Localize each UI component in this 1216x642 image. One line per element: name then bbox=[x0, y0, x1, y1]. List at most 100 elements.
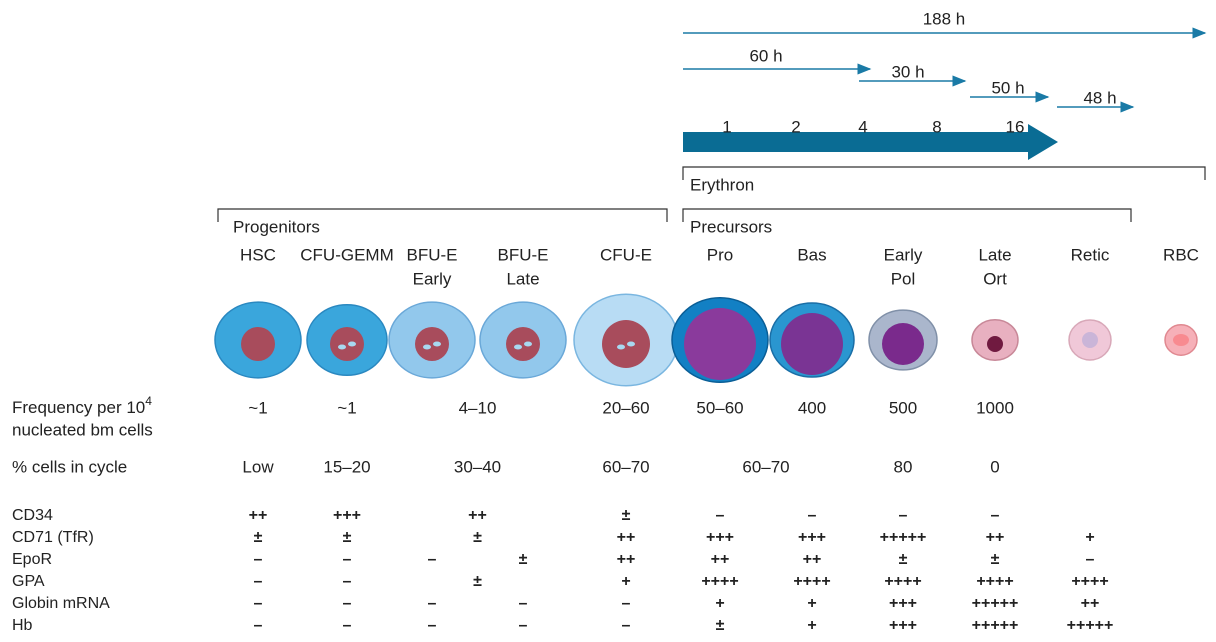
stage-name: CFU-GEMM bbox=[300, 245, 393, 264]
marker-label: CD71 (TfR) bbox=[12, 529, 94, 546]
marker-value: + bbox=[807, 595, 816, 612]
marker-value: ++ bbox=[1081, 595, 1100, 612]
cycle-value: Low bbox=[242, 457, 274, 476]
frequency-value: 500 bbox=[889, 398, 917, 417]
cycle-value: 80 bbox=[894, 457, 913, 476]
marker-value: ± bbox=[716, 617, 725, 634]
marker-value: – bbox=[428, 595, 437, 612]
marker-value: ± bbox=[622, 507, 631, 524]
row-label: % cells in cycle bbox=[12, 457, 127, 476]
marker-value: ± bbox=[519, 551, 528, 568]
stage-name: HSC bbox=[240, 245, 276, 264]
cycle-value: 60–70 bbox=[602, 457, 649, 476]
nucleolus bbox=[514, 345, 522, 350]
stage-name: Late bbox=[978, 245, 1011, 264]
stage-name: Ort bbox=[983, 269, 1007, 288]
marker-value: ++ bbox=[803, 551, 822, 568]
nucleolus bbox=[433, 342, 441, 347]
frequency-value: 400 bbox=[798, 398, 826, 417]
marker-value: + bbox=[715, 595, 724, 612]
marker-value: +++++ bbox=[972, 617, 1019, 634]
marker-value: ++++ bbox=[976, 573, 1013, 590]
marker-value: – bbox=[254, 551, 263, 568]
marker-value: +++ bbox=[333, 507, 361, 524]
time-label: 50 h bbox=[991, 78, 1024, 97]
marker-value: ± bbox=[343, 529, 352, 546]
division-label: 16 bbox=[1006, 117, 1025, 136]
marker-value: – bbox=[254, 617, 263, 634]
marker-value: – bbox=[428, 551, 437, 568]
row-label: Frequency per 104 bbox=[12, 394, 152, 417]
stage-name: Late bbox=[506, 269, 539, 288]
marker-value: – bbox=[716, 507, 725, 524]
division-label: 1 bbox=[722, 117, 731, 136]
marker-value: ± bbox=[254, 529, 263, 546]
cycle-value: 15–20 bbox=[323, 457, 370, 476]
stage-name: CFU-E bbox=[600, 245, 652, 264]
nucleolus bbox=[338, 345, 346, 350]
marker-value: – bbox=[254, 595, 263, 612]
stage-name: BFU-E bbox=[407, 245, 458, 264]
marker-value: +++++ bbox=[1067, 617, 1114, 634]
marker-value: ++ bbox=[617, 529, 636, 546]
marker-value: ++++ bbox=[884, 573, 921, 590]
marker-value: – bbox=[343, 595, 352, 612]
marker-value: – bbox=[622, 595, 631, 612]
frequency-value: ~1 bbox=[248, 398, 267, 417]
nucleolus bbox=[617, 345, 625, 350]
marker-value: – bbox=[519, 595, 528, 612]
marker-value: ++++ bbox=[793, 573, 830, 590]
marker-label: Globin mRNA bbox=[12, 595, 110, 612]
nucleus bbox=[882, 323, 924, 365]
nucleus bbox=[506, 327, 540, 361]
time-label: 60 h bbox=[749, 46, 782, 65]
stage-name: Pro bbox=[707, 245, 733, 264]
time-label: 30 h bbox=[891, 62, 924, 81]
marker-label: GPA bbox=[12, 573, 45, 590]
frequency-value: 20–60 bbox=[602, 398, 649, 417]
marker-value: ++++ bbox=[1071, 573, 1108, 590]
diagram: Erythron Progenitors Precursors Frequenc… bbox=[0, 0, 1216, 642]
pallor bbox=[1173, 334, 1189, 346]
nucleus bbox=[602, 320, 650, 368]
marker-label: EpoR bbox=[12, 551, 52, 568]
nucleus bbox=[781, 313, 843, 375]
marker-value: +++++ bbox=[972, 595, 1019, 612]
marker-value: – bbox=[343, 573, 352, 590]
marker-value: ++ bbox=[986, 529, 1005, 546]
marker-value: ++ bbox=[249, 507, 268, 524]
marker-value: ± bbox=[899, 551, 908, 568]
nucleolus bbox=[423, 345, 431, 350]
marker-value: +++ bbox=[706, 529, 734, 546]
nucleolus bbox=[348, 342, 356, 347]
nucleus bbox=[415, 327, 449, 361]
cycle-value: 30–40 bbox=[454, 457, 501, 476]
marker-label: CD34 bbox=[12, 507, 53, 524]
row-label: nucleated bm cells bbox=[12, 420, 153, 439]
marker-value: – bbox=[991, 507, 1000, 524]
frequency-value: ~1 bbox=[337, 398, 356, 417]
nucleolus bbox=[524, 342, 532, 347]
stage-name: Early bbox=[884, 245, 923, 264]
frequency-value: 1000 bbox=[976, 398, 1014, 417]
row-label-text: Frequency per 10 bbox=[12, 398, 145, 417]
marker-value: ± bbox=[473, 529, 482, 546]
nucleolus bbox=[627, 342, 635, 347]
marker-value: ++ bbox=[617, 551, 636, 568]
division-label: 4 bbox=[858, 117, 867, 136]
superscript: 4 bbox=[145, 394, 152, 408]
marker-value: – bbox=[519, 617, 528, 634]
marker-value: + bbox=[621, 573, 630, 590]
stage-name: Pol bbox=[891, 269, 916, 288]
marker-value: – bbox=[428, 617, 437, 634]
marker-value: +++ bbox=[889, 617, 917, 634]
marker-value: +++ bbox=[889, 595, 917, 612]
marker-value: – bbox=[899, 507, 908, 524]
marker-value: + bbox=[1085, 529, 1094, 546]
marker-value: ± bbox=[473, 573, 482, 590]
reticulum bbox=[1082, 332, 1098, 348]
nucleus bbox=[987, 336, 1003, 352]
marker-value: ++++ bbox=[701, 573, 738, 590]
marker-value: +++ bbox=[798, 529, 826, 546]
marker-value: – bbox=[254, 573, 263, 590]
